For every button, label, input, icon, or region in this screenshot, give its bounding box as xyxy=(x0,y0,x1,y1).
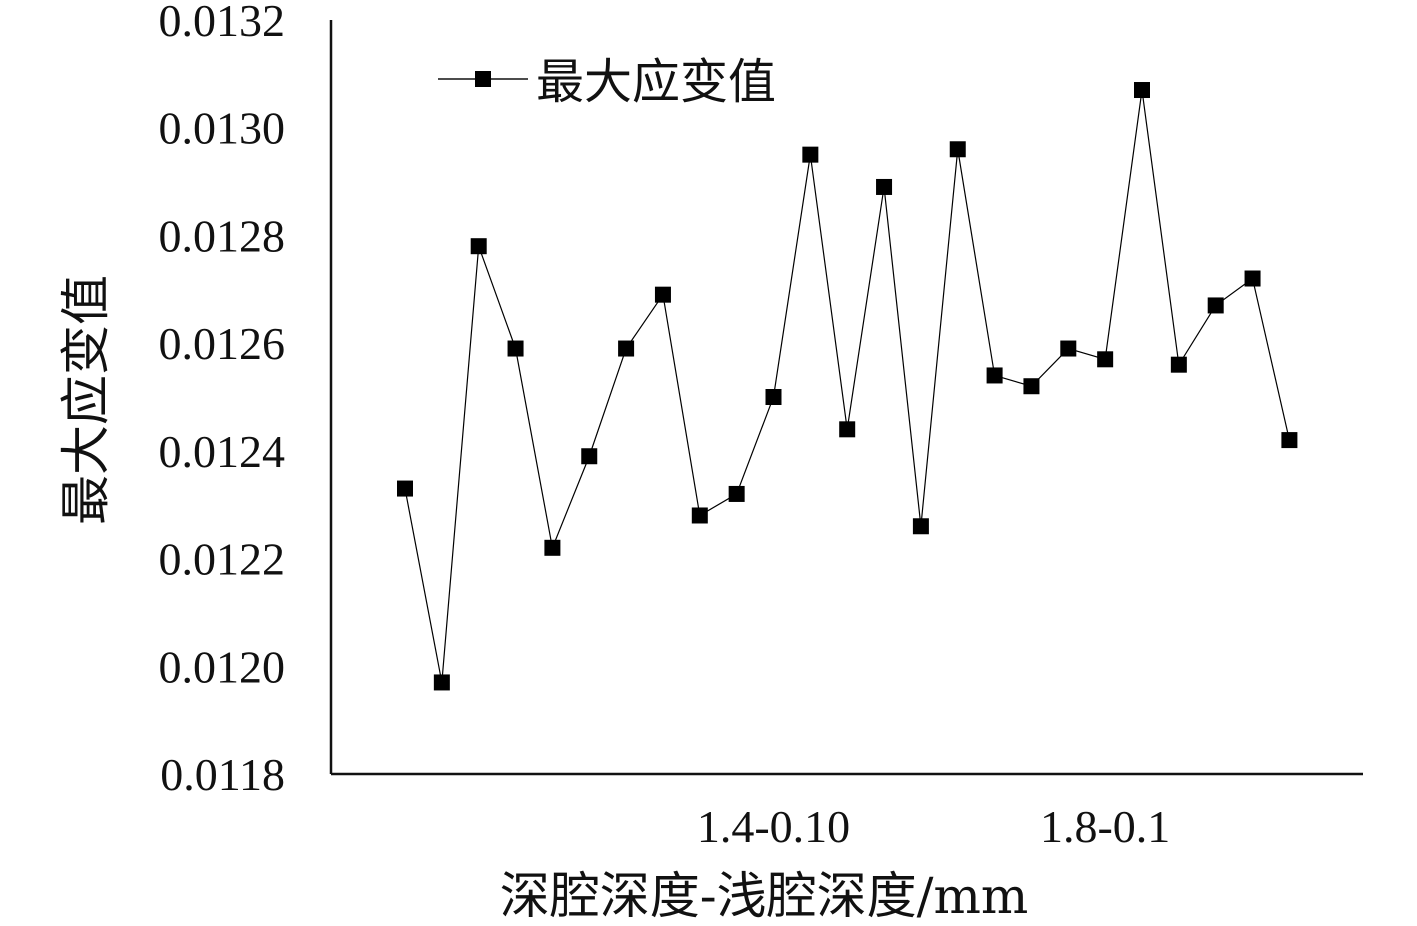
data-point xyxy=(949,141,966,158)
data-point xyxy=(1244,270,1261,287)
x-axis-ticks: 1.4-0.10 1.8-0.1 xyxy=(697,801,1170,852)
data-point xyxy=(691,507,708,524)
y-axis-ticks: 0.0118 0.0120 0.0122 0.0124 0.0126 0.0128 0.01… xyxy=(159,0,286,800)
data-point xyxy=(1207,297,1224,314)
series-line xyxy=(404,89,1290,683)
data-point xyxy=(1281,432,1298,449)
data-point xyxy=(802,146,819,163)
y-axis-title: 最大应变值 xyxy=(57,275,115,525)
data-point xyxy=(433,674,450,691)
data-point xyxy=(507,340,524,357)
data-point xyxy=(728,485,745,502)
series-layer xyxy=(397,82,1298,691)
data-point xyxy=(1097,351,1114,368)
y-tick-label: 0.0122 xyxy=(159,534,286,585)
x-tick-label: 1.4-0.10 xyxy=(697,801,850,852)
data-point xyxy=(1023,378,1040,395)
y-tick-label: 0.0128 xyxy=(159,210,286,261)
legend: 最大应变值 xyxy=(438,54,776,110)
data-point xyxy=(765,389,782,405)
y-tick-label: 0.0126 xyxy=(159,318,286,369)
data-point xyxy=(544,539,561,556)
y-tick-label: 0.0120 xyxy=(159,641,286,692)
y-tick-label: 0.0118 xyxy=(160,749,285,800)
y-tick-label: 0.0124 xyxy=(159,426,286,477)
data-point xyxy=(654,286,671,303)
data-point xyxy=(581,448,598,465)
data-point xyxy=(986,367,1003,384)
data-point xyxy=(397,480,413,497)
legend-label: 最大应变值 xyxy=(536,54,776,110)
legend-marker xyxy=(475,71,491,87)
data-point xyxy=(1134,82,1150,99)
data-point xyxy=(839,421,856,438)
data-point xyxy=(470,238,487,255)
y-tick-label: 0.0132 xyxy=(159,0,286,46)
y-tick-label: 0.0130 xyxy=(159,103,286,154)
data-point xyxy=(1060,340,1077,357)
x-axis-title: 深腔深度-浅腔深度/mm xyxy=(500,867,1029,925)
x-tick-label: 1.8-0.1 xyxy=(1040,801,1170,852)
data-point xyxy=(1170,356,1187,373)
data-point xyxy=(912,518,929,535)
data-point xyxy=(618,340,635,357)
data-point xyxy=(876,178,893,195)
